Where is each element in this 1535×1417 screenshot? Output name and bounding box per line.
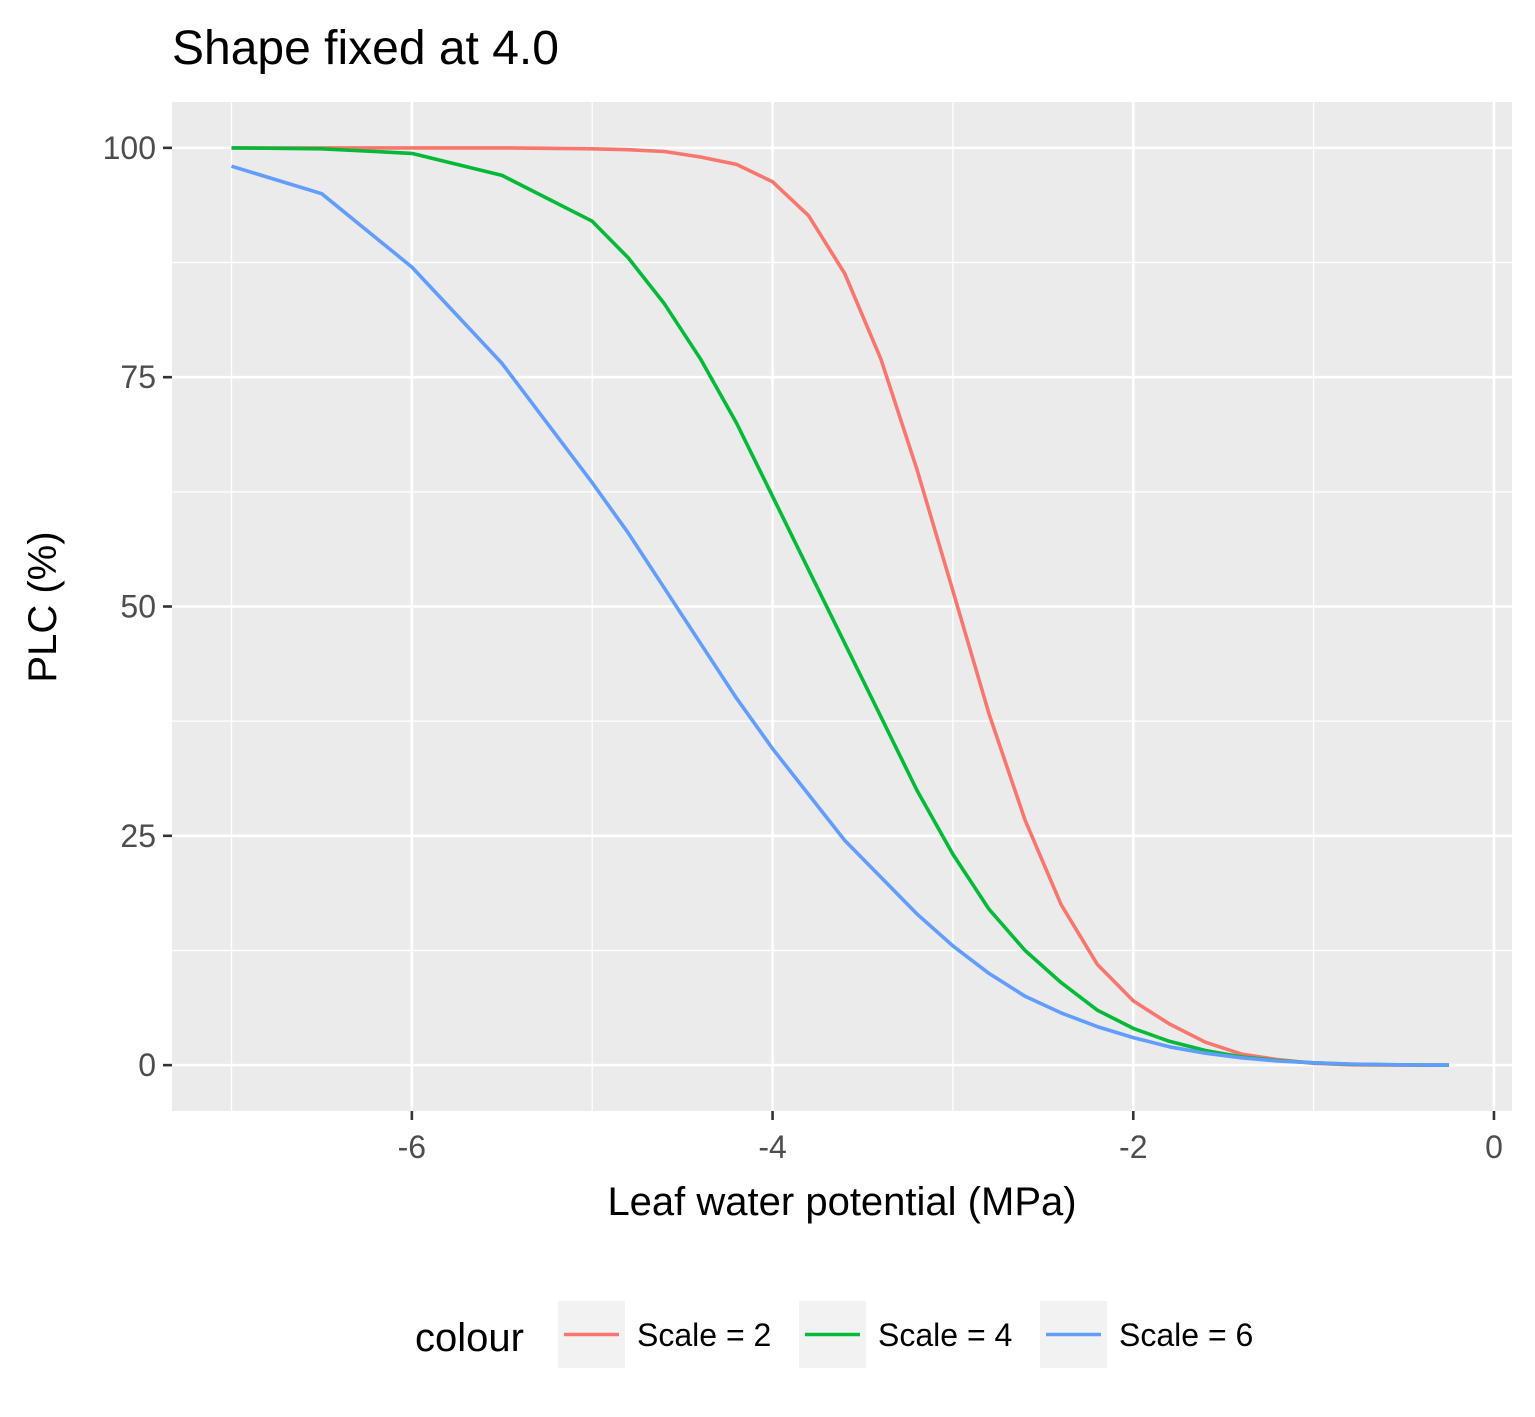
y-tick-label-3: 75: [120, 359, 156, 395]
x-tick-label-2: -2: [1119, 1129, 1147, 1165]
x-tick-label-3: 0: [1485, 1129, 1503, 1165]
legend-title: colour: [415, 1316, 524, 1360]
y-axis: 0 25 50 75 100: [103, 130, 172, 1083]
legend: colour Scale = 2 Scale = 4 Scale = 6: [415, 1301, 1253, 1368]
x-axis-title: Leaf water potential (MPa): [607, 1180, 1076, 1224]
y-tick-label-1: 25: [120, 818, 156, 854]
legend-label-2: Scale = 4: [878, 1317, 1012, 1353]
x-tick-label-1: -4: [758, 1129, 786, 1165]
x-axis: -6 -4 -2 0: [398, 1111, 1503, 1165]
chart-title: Shape fixed at 4.0: [172, 22, 559, 75]
series-line-3: [230, 164, 1449, 1067]
x-tick-label-0: -6: [398, 1129, 426, 1165]
legend-label-3: Scale = 6: [1119, 1317, 1253, 1353]
series-layer: [230, 146, 1449, 1067]
y-axis-title: PLC (%): [21, 531, 65, 682]
y-tick-label-2: 50: [120, 589, 156, 625]
y-tick-label-0: 0: [138, 1047, 156, 1083]
y-tick-label-4: 100: [103, 130, 156, 166]
legend-label-1: Scale = 2: [637, 1317, 771, 1353]
